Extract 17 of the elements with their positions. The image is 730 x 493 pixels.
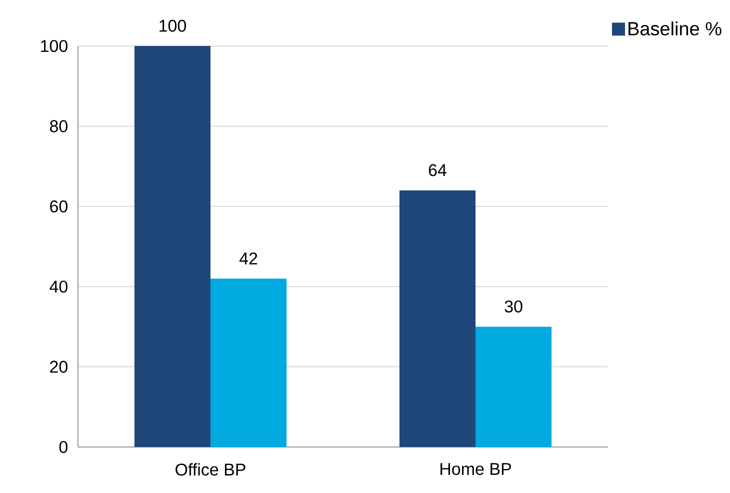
bar (210, 278, 287, 447)
x-tick-label: Home BP (440, 463, 511, 476)
data-label: 100 (160, 20, 186, 32)
y-tick-label: 0 (59, 440, 68, 454)
data-label: 30 (504, 300, 522, 313)
data-label: 42 (239, 252, 258, 264)
x-tick-label: Office BP (176, 463, 246, 476)
bar (476, 326, 552, 447)
y-tick-label: 40 (50, 280, 68, 293)
bar (399, 190, 476, 447)
y-tick-label: 20 (50, 360, 68, 373)
bar (134, 46, 211, 447)
y-tick-label: 60 (50, 200, 68, 212)
data-label: 64 (428, 164, 446, 176)
legend-label: Baseline % (628, 21, 722, 36)
y-tick-label: 80 (50, 120, 68, 132)
y-tick-label: 100 (41, 40, 68, 52)
